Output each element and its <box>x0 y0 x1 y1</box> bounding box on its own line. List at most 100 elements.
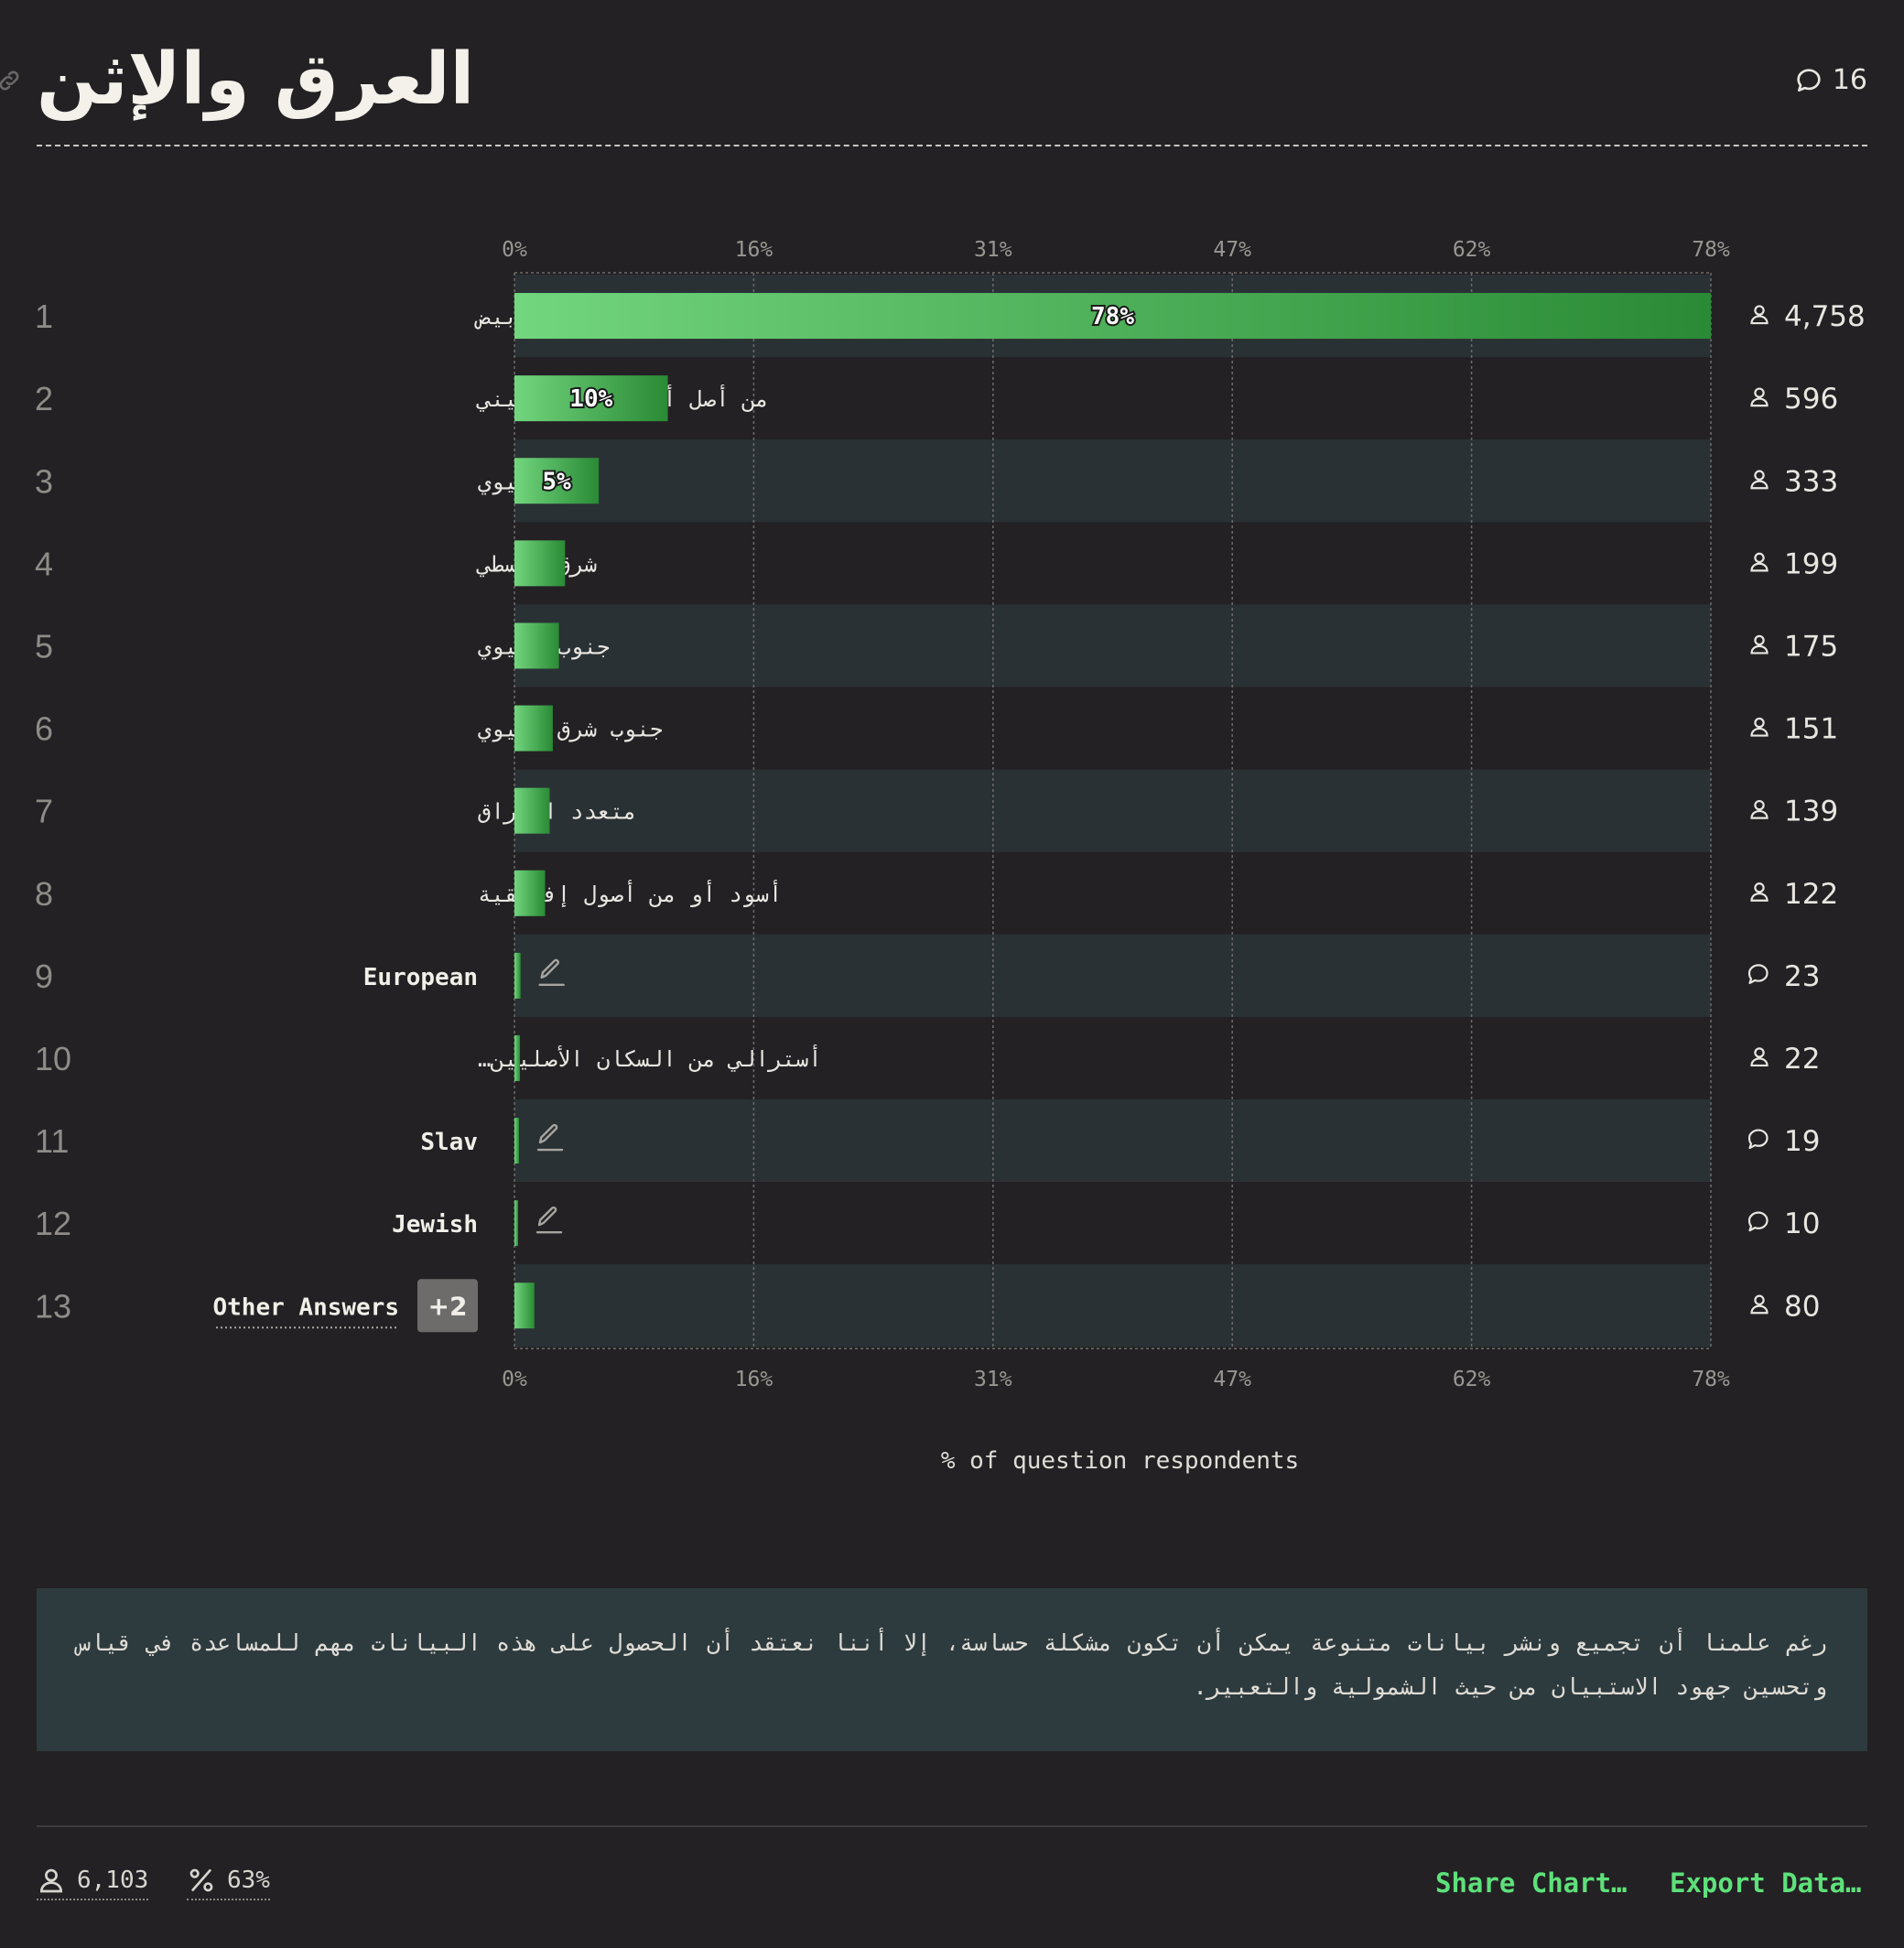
person-icon-head <box>1754 1047 1765 1058</box>
pencil-icon[interactable] <box>538 958 565 987</box>
person-icon-body <box>1750 315 1769 325</box>
x-tick-label-bottom: 16% <box>735 1368 774 1391</box>
comment-count: 16 <box>1832 64 1867 96</box>
row-rank: 12 <box>35 1205 71 1242</box>
person-icon-body <box>1750 397 1769 407</box>
x-tick-label-bottom: 62% <box>1453 1368 1491 1391</box>
other-answers-badge[interactable] <box>417 1279 478 1333</box>
chart-header: العرق والإثن 16 <box>0 27 1867 146</box>
bar[interactable] <box>514 705 553 752</box>
comment-icon-shape <box>1747 1129 1769 1150</box>
row-count: 23 <box>1784 960 1820 993</box>
person-icon-body <box>1750 480 1769 490</box>
bar[interactable] <box>514 1118 520 1164</box>
percent-icon <box>189 1868 213 1892</box>
row-label: Jewish <box>392 1211 478 1239</box>
row-rank: 8 <box>35 875 53 913</box>
x-tick-label-top: 62% <box>1453 238 1491 262</box>
bar[interactable] <box>514 787 550 834</box>
row-rank: 13 <box>35 1287 71 1325</box>
pencil-icon-body <box>540 958 559 979</box>
person-icon <box>1750 387 1769 407</box>
row-rank: 5 <box>35 627 53 665</box>
comment-icon-shape <box>1747 1211 1769 1232</box>
person-icon-head <box>1754 305 1765 316</box>
bar[interactable] <box>514 293 1711 340</box>
pencil-icon[interactable] <box>536 1123 564 1152</box>
row-rank: 6 <box>35 710 53 748</box>
x-tick-label-bottom: 31% <box>974 1368 1012 1391</box>
bar[interactable] <box>514 622 559 669</box>
link-icon[interactable] <box>0 68 22 93</box>
x-tick-label-top: 31% <box>974 238 1012 262</box>
row-stripe <box>514 769 1711 852</box>
other-answers-link[interactable]: Other Answers <box>213 1293 400 1321</box>
respondents-count: 6,103 <box>77 1867 149 1894</box>
bar[interactable] <box>514 1282 535 1329</box>
bar-value-label: 5% <box>542 468 571 495</box>
other-answers-badge-text: +2 <box>428 1291 468 1321</box>
share-chart-link[interactable]: Share Chart… <box>1435 1867 1628 1899</box>
bar-chart: 0% 0% 16% 16% 31% 31% 47% 47% 62% 62% 78% 78% % of q… <box>35 238 1866 1475</box>
person-icon <box>1750 717 1769 737</box>
person-icon <box>1750 552 1769 572</box>
bar-value-label: 10% <box>569 385 612 413</box>
person-icon-body <box>1750 727 1769 737</box>
row-count: 199 <box>1784 547 1838 580</box>
row-stripe <box>514 1264 1711 1347</box>
footer-divider <box>37 1825 1867 1827</box>
bar[interactable] <box>514 952 521 999</box>
row-rank: 9 <box>35 958 53 995</box>
row-count: 175 <box>1784 630 1838 663</box>
x-tick-label-bottom: 0% <box>502 1368 527 1391</box>
row-count: 333 <box>1784 465 1838 498</box>
bar[interactable] <box>514 870 546 916</box>
person-icon-head <box>1754 387 1765 398</box>
pencil-icon-body <box>537 1207 557 1227</box>
percent-stat[interactable]: 63% <box>187 1866 270 1900</box>
export-data-link[interactable]: Export Data… <box>1670 1867 1862 1899</box>
row-stripe <box>514 934 1711 1017</box>
row-label: أسترالي من السكان الأصليين… <box>478 1044 822 1072</box>
person-icon-body <box>1750 1057 1769 1067</box>
bar[interactable] <box>514 1200 518 1247</box>
person-icon-head <box>1754 717 1765 729</box>
respondents-stat[interactable]: 6,103 <box>37 1866 149 1900</box>
x-tick-label-top: 0% <box>502 238 527 262</box>
row-count: 596 <box>1784 383 1838 416</box>
row-stripe <box>514 439 1711 523</box>
bar[interactable] <box>514 540 566 587</box>
row-label: Slav <box>420 1129 478 1156</box>
row-rank: 11 <box>35 1122 69 1160</box>
person-icon-body <box>1750 562 1769 572</box>
x-tick-label-bottom: 47% <box>1213 1368 1251 1391</box>
row-count: 19 <box>1784 1125 1820 1158</box>
comment-icon <box>1747 1211 1769 1232</box>
page-title: العرق والإثن <box>37 38 475 121</box>
row-rank: 7 <box>35 793 53 830</box>
row-count: 151 <box>1784 713 1838 746</box>
bar[interactable] <box>514 458 600 504</box>
row-rank: 10 <box>35 1040 71 1077</box>
bar[interactable] <box>514 1034 521 1081</box>
person-icon-head <box>1754 470 1765 481</box>
row-label: متعدد الأعراق <box>478 798 636 825</box>
person-icon-head <box>1754 552 1765 564</box>
comment-icon <box>1797 68 1821 92</box>
person-icon <box>1750 1294 1769 1315</box>
x-tick-label-top: 47% <box>1213 238 1251 262</box>
person-icon-body <box>1750 1304 1769 1315</box>
row-count: 10 <box>1784 1207 1820 1240</box>
pencil-icon[interactable] <box>536 1207 563 1234</box>
x-axis-label: % of question respondents <box>941 1447 1299 1475</box>
pencil-icon-body <box>538 1123 558 1144</box>
comments-button[interactable]: 16 <box>1794 64 1867 96</box>
person-icon-head <box>1754 634 1765 646</box>
comment-icon <box>1747 1129 1769 1150</box>
row-label: European <box>363 964 478 991</box>
row-rank: 3 <box>35 462 53 500</box>
person-icon-body <box>1750 809 1769 819</box>
row-stripe <box>514 1099 1711 1183</box>
row-rank: 1 <box>35 298 53 335</box>
bar[interactable] <box>514 375 668 422</box>
